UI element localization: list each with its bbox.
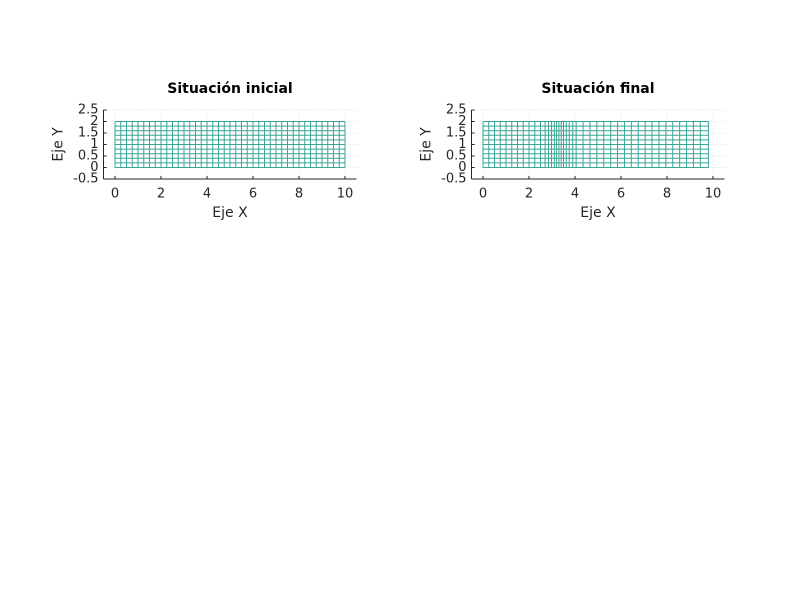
y-tick-label: 2.5 [446,103,467,118]
y-tick-label: -0.5 [441,172,466,187]
y-tick-label: 0.5 [78,149,99,164]
y-tick-label: 2.5 [78,103,99,118]
y-tick-label: 1.5 [446,126,467,141]
y-tick-label: 0.5 [446,149,467,164]
y-tick-label: 0 [90,160,98,175]
x-tick-label: 8 [663,187,671,202]
chart-title: Situación final [541,81,654,97]
x-tick-label: 4 [203,187,211,202]
y-tick-label: 2 [90,114,98,129]
y-tick-label: 0 [458,160,466,175]
x-tick-label: 6 [617,187,625,202]
x-tick-label: 10 [705,187,722,202]
x-tick-label: 10 [337,187,354,202]
x-tick-label: 0 [111,187,119,202]
x-tick-label: 2 [157,187,165,202]
x-tick-label: 8 [295,187,303,202]
y-tick-label: 1.5 [78,126,99,141]
y-tick-label: 1 [90,137,98,152]
x-tick-label: 0 [479,187,487,202]
x-axis-label: Eje X [580,205,616,221]
x-axis-label: Eje X [212,205,248,221]
y-tick-label: 2 [458,114,466,129]
x-tick-label: 6 [249,187,257,202]
y-axis-label: Eje Y [51,127,67,162]
x-tick-label: 4 [571,187,579,202]
y-axis-label: Eje Y [419,127,435,162]
y-tick-label: -0.5 [73,172,98,187]
y-tick-label: 1 [458,137,466,152]
chart-title: Situación inicial [167,81,292,97]
x-tick-label: 2 [525,187,533,202]
